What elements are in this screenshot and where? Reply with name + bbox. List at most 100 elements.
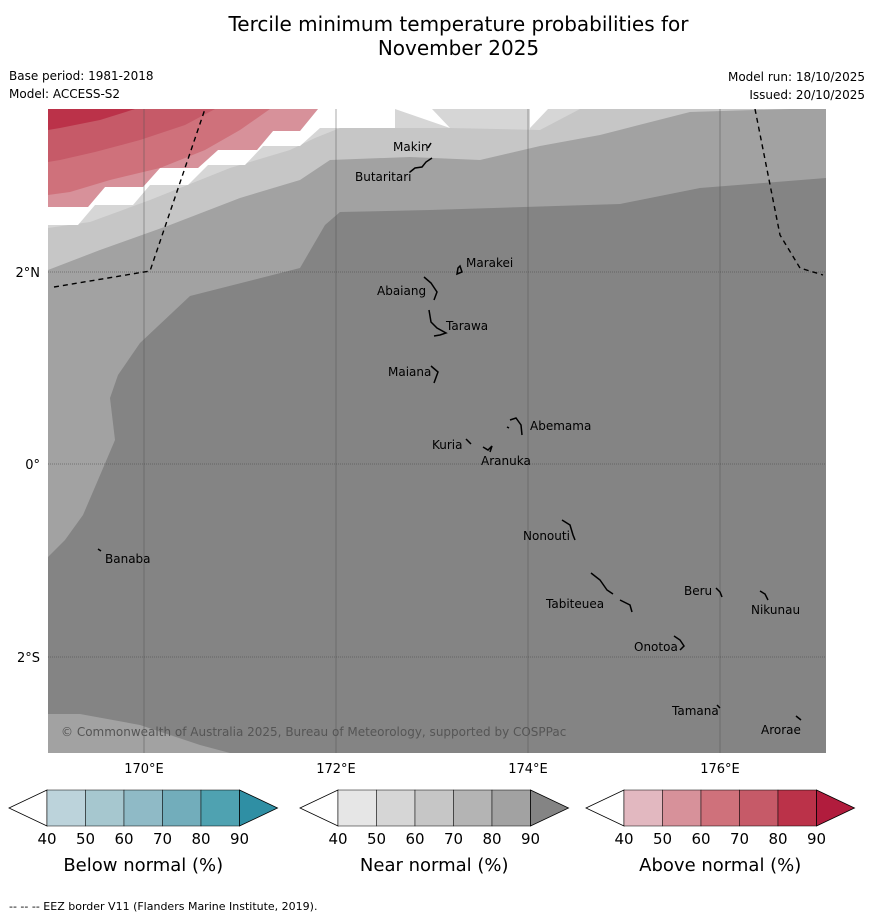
island-label: Tamana [671,704,719,718]
meta-right: Model run: 18/10/2025 Issued: 20/10/2025 [728,70,865,106]
near-normal-80-south-patch [48,714,230,753]
colorbar-swatch [337,789,377,827]
lat-label: 2°N [16,266,41,281]
colorbar-swatch [453,789,493,827]
onotoa-shape [673,635,685,651]
latitude-labels: 2°N 0° 2°S [16,266,41,666]
eez-border [53,109,824,288]
island-label: Tarawa [445,319,488,333]
island-label: Abemama [530,419,591,433]
colorbar-tick-label: 80 [768,830,787,848]
white-notch-region [395,109,548,128]
tarawa-shape [428,309,448,337]
island-label: Banaba [105,552,151,566]
model-run: Model run: 18/10/2025 [727,70,865,84]
colorbar-tick-label: 50 [367,830,386,848]
aranuka-shape [482,445,493,453]
marakei-shape [456,264,463,276]
colorbar-extend-low [585,789,625,827]
colorbar-swatch [85,789,125,827]
island-shapes [97,142,802,721]
kuria-shape [465,438,472,445]
colorbar-near-normal: 40 50 60 70 80 90 Near normal (%) [299,789,570,876]
island-label: Abaiang [377,284,426,298]
colorbar-tick-label: 90 [230,830,249,848]
colorbar-swatch [662,789,702,827]
island-label: Nikunau [751,603,800,617]
map-title: Tercile minimum temperature probabilitie… [0,12,873,60]
colorbar-tick-label: 90 [807,830,826,848]
nonouti-shape [561,519,576,541]
island-label: Nonouti [523,529,570,543]
parallels [48,271,826,658]
colorbar-extend-high [530,789,570,827]
colorbar-tick-label: 60 [114,830,133,848]
colorbar-tick-label: 80 [191,830,210,848]
lat-label: 0° [25,458,40,473]
above-normal-80-region [48,109,135,130]
colorbar-tick-label: 80 [482,830,501,848]
island-label: Onotoa [634,640,678,654]
lon-label: 172°E [316,762,356,777]
lon-label: 174°E [508,762,548,777]
colorbar-tick-label: 60 [405,830,424,848]
map-area: Makin Butaritari Marakei Abaiang Tarawa … [48,109,826,753]
colorbar-tick-label: 40 [328,830,347,848]
colorbar-below-normal: 40 50 60 70 80 90 Below normal (%) [8,789,279,876]
colorbar-tick-label: 50 [76,830,95,848]
colorbar-extend-low [299,789,339,827]
island-label: Marakei [466,256,513,270]
tamana-shape [716,704,721,709]
model-name: Model: ACCESS-S2 [9,87,121,101]
colorbar-swatch [700,789,740,827]
title-line-1: Tercile minimum temperature probabilitie… [228,12,689,36]
island-label: Butaritari [355,170,412,184]
island-label: Aranuka [481,454,531,468]
footer-note: -- -- -- EEZ border V11 (Flanders Marine… [9,900,318,913]
colorbar-swatch [414,789,454,827]
colorbar-swatch [200,789,240,827]
colorbar-tick-label: 40 [37,830,56,848]
colorbar-tick-label: 50 [653,830,672,848]
abaiang-shape [423,276,438,301]
lon-label: 176°E [700,762,740,777]
colorbar-swatch [46,789,86,827]
longitude-labels: 170°E 172°E 174°E 176°E [124,762,740,777]
base-period: Base period: 1981-2018 [9,69,154,83]
tabiteuea-shape [590,572,633,613]
meridians [143,109,721,753]
banaba-shape [97,548,102,552]
colorbar-swatch [777,789,817,827]
colorbar-swatch [376,789,416,827]
colorbar-label: Near normal (%) [360,855,509,876]
abemama-shape [506,417,523,436]
colorbar-swatch [162,789,202,827]
island-label: Beru [684,584,712,598]
butaritari-shape [409,157,433,173]
island-label: Arorae [761,723,801,737]
makin-shape [427,142,432,149]
lat-label: 2°S [17,651,40,666]
island-labels: Makin Butaritari Marakei Abaiang Tarawa … [105,140,801,737]
colorbar-extend-high [239,789,279,827]
island-label: Kuria [432,438,463,452]
colorbar-swatch [491,789,531,827]
colorbar-swatch [739,789,779,827]
colorbar-label: Above normal (%) [639,855,801,876]
arorae-shape [795,715,802,721]
colorbar-swatch [623,789,663,827]
lon-label: 170°E [124,762,164,777]
colorbar-above-normal: 40 50 60 70 80 90 Above normal (%) [585,789,856,876]
colorbar-label: Below normal (%) [63,855,223,876]
above-normal-70-region [48,109,215,162]
maiana-shape [430,365,439,384]
white-band-region [48,109,395,225]
colorbar-tick-label: 60 [691,830,710,848]
colorbar-tick-label: 70 [444,830,463,848]
copyright-text: © Commonwealth of Australia 2025, Bureau… [61,725,566,739]
meta-left: Base period: 1981-2018 Model: ACCESS-S2 [9,69,154,105]
island-label: Tabiteuea [545,597,604,611]
colorbar-tick-label: 70 [730,830,749,848]
colorbar-extend-low [8,789,48,827]
